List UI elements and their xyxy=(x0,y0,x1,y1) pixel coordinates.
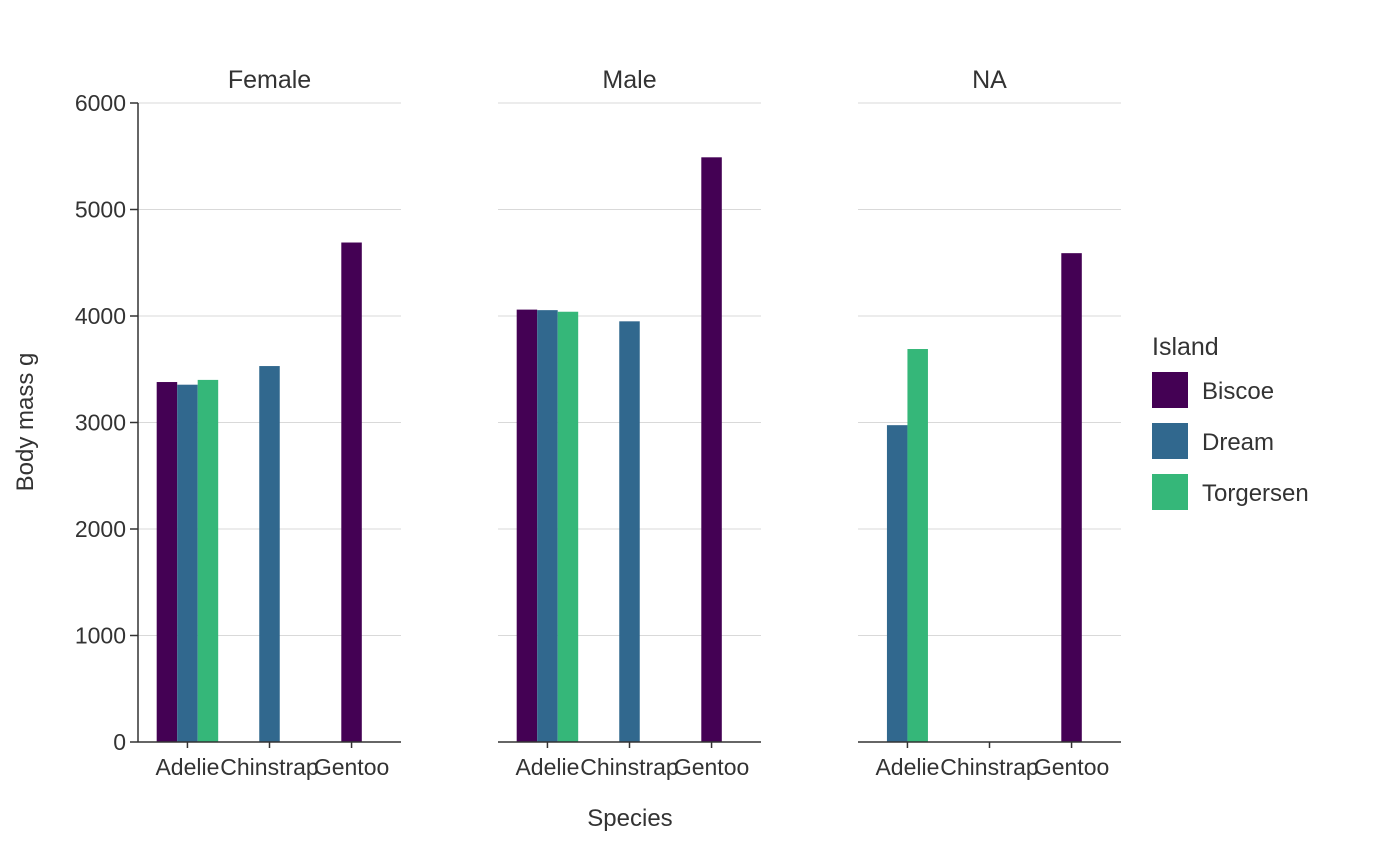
x-tick-label: Chinstrap xyxy=(940,754,1038,780)
legend-title: Island xyxy=(1152,333,1219,361)
bar-adelie-biscoe xyxy=(516,309,538,742)
bar-chinstrap-dream xyxy=(259,366,280,742)
legend-item-torgersen: Torgersen xyxy=(1152,474,1309,510)
legend-swatch xyxy=(1152,474,1188,510)
y-axis-title: Body mass g xyxy=(12,353,39,492)
bar-chinstrap-dream xyxy=(619,321,640,742)
legend-label: Torgersen xyxy=(1202,480,1309,507)
x-tick-label: Chinstrap xyxy=(580,754,678,780)
legend-swatch xyxy=(1152,372,1188,408)
facet-title: Male xyxy=(602,66,656,94)
bar-adelie-dream xyxy=(537,310,558,742)
bar-gentoo-biscoe xyxy=(1061,253,1082,743)
bar-gentoo-biscoe xyxy=(341,242,362,742)
y-tick-label: 4000 xyxy=(75,303,126,329)
y-tick-label: 5000 xyxy=(75,197,126,223)
x-axis-title: Species xyxy=(587,805,672,832)
x-tick-label: Gentoo xyxy=(674,754,749,780)
bar-adelie-torgersen xyxy=(557,311,579,742)
x-tick-label: Adelie xyxy=(875,754,939,780)
x-tick-label: Gentoo xyxy=(1034,754,1109,780)
legend-label: Dream xyxy=(1202,429,1274,456)
x-tick-label: Chinstrap xyxy=(220,754,318,780)
x-tick-label: Adelie xyxy=(515,754,579,780)
y-tick-label: 2000 xyxy=(75,516,126,542)
legend: Island Biscoe Dream Torgersen xyxy=(1152,333,1309,510)
bar-adelie-biscoe xyxy=(156,382,178,742)
facet-title: Female xyxy=(228,66,311,94)
y-tick-label: 6000 xyxy=(75,90,126,116)
bar-adelie-dream xyxy=(177,384,198,742)
bar-gentoo-biscoe xyxy=(701,157,722,742)
legend-item-biscoe: Biscoe xyxy=(1152,372,1274,408)
legend-item-dream: Dream xyxy=(1152,423,1274,459)
x-tick-label: Gentoo xyxy=(314,754,389,780)
y-tick-label: 0 xyxy=(113,729,126,755)
y-tick-label: 1000 xyxy=(75,623,126,649)
bar-adelie-torgersen xyxy=(197,379,219,742)
facet-title: NA xyxy=(972,66,1007,94)
y-axis: 0 1000 2000 3000 4000 5000 6000 xyxy=(75,90,139,755)
bar-adelie-dream xyxy=(886,425,908,742)
x-tick-label: Adelie xyxy=(155,754,219,780)
y-tick-label: 3000 xyxy=(75,410,126,436)
legend-swatch xyxy=(1152,423,1188,459)
legend-label: Biscoe xyxy=(1202,378,1274,405)
bar-adelie-torgersen xyxy=(907,349,928,742)
